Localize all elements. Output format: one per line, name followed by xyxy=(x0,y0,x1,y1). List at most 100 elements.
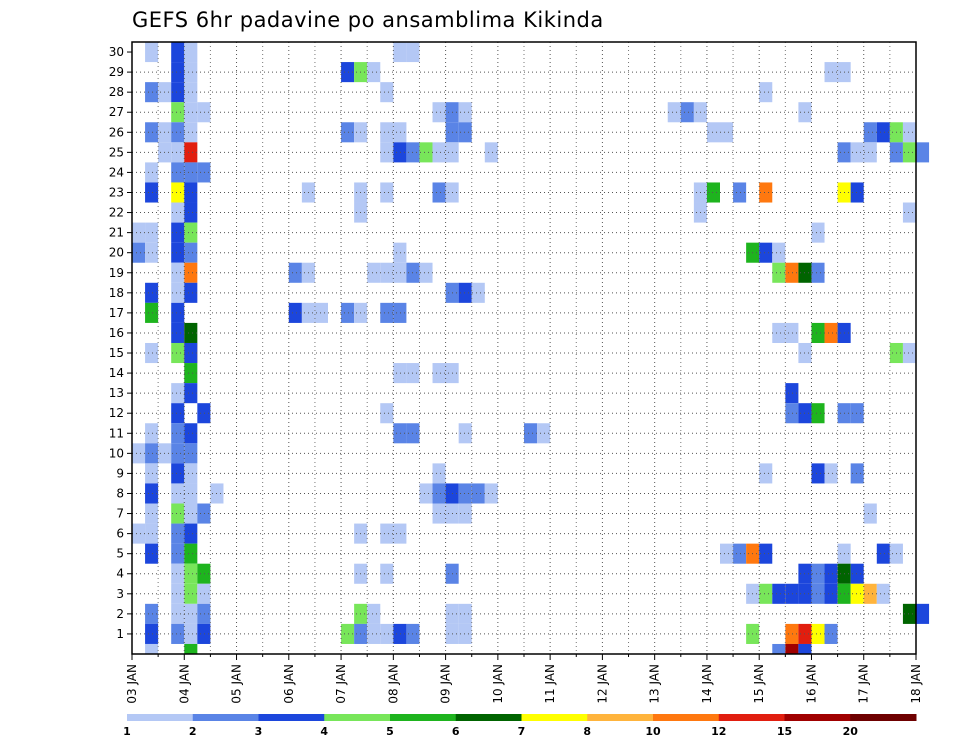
heatmap-cell xyxy=(720,122,734,143)
heatmap-cell xyxy=(824,623,838,644)
color-scale-label: 1 xyxy=(123,725,131,738)
heatmap-cell xyxy=(171,142,185,163)
color-scale-label: 3 xyxy=(255,725,263,738)
heatmap-cell xyxy=(811,322,825,343)
heatmap-cell xyxy=(484,142,498,163)
heatmap-cell xyxy=(393,42,407,63)
heatmap-cell xyxy=(380,623,394,644)
heatmap-cell xyxy=(184,222,198,243)
heatmap-cell xyxy=(132,443,146,464)
heatmap-cell xyxy=(785,322,799,343)
heatmap-cell xyxy=(902,603,916,624)
heatmap-cell xyxy=(863,122,877,143)
heatmap-cell xyxy=(145,222,159,243)
heatmap-cell xyxy=(824,463,838,484)
y-tick-label: 3 xyxy=(116,587,124,601)
chart-title: GEFS 6hr padavine po ansamblima Kikinda xyxy=(132,8,604,32)
heatmap-cell xyxy=(772,322,786,343)
heatmap-cell xyxy=(902,122,916,143)
color-scale-segment xyxy=(324,714,391,721)
heatmap-cell xyxy=(171,42,185,63)
heatmap-cell xyxy=(432,182,446,203)
y-tick-label: 25 xyxy=(109,145,124,159)
heatmap-cell xyxy=(171,122,185,143)
heatmap-cell xyxy=(184,543,198,564)
x-tick-label: 07 JAN xyxy=(334,664,348,704)
heatmap-cell xyxy=(432,483,446,504)
heatmap-cell xyxy=(341,62,355,83)
heatmap-cell xyxy=(419,262,433,283)
heatmap-cell xyxy=(132,523,146,544)
heatmap-cell xyxy=(184,503,198,524)
y-tick-label: 15 xyxy=(109,346,124,360)
heatmap-cell xyxy=(145,623,159,644)
heatmap-cell xyxy=(393,142,407,163)
heatmap-cell xyxy=(759,543,773,564)
color-scale-label: 5 xyxy=(386,725,394,738)
heatmap-cell xyxy=(145,483,159,504)
heatmap-cell xyxy=(184,583,198,604)
heatmap-cell xyxy=(850,583,864,604)
heatmap-cell xyxy=(850,563,864,584)
heatmap-cell xyxy=(824,322,838,343)
heatmap-cell xyxy=(876,122,890,143)
heatmap-cell xyxy=(759,463,773,484)
color-scale-label: 7 xyxy=(518,725,526,738)
x-axis-ticks: 03 JAN 04 JAN 05 JAN 06 JAN 07 JAN 08 JAN 09 J… xyxy=(125,654,923,704)
heatmap-cell xyxy=(419,483,433,504)
heatmap-cell xyxy=(380,523,394,544)
heatmap-cell xyxy=(171,342,185,364)
color-scale-segment xyxy=(192,714,259,721)
y-tick-label: 29 xyxy=(109,65,124,79)
heatmap-cell xyxy=(171,423,185,444)
color-scale-label: 8 xyxy=(583,725,591,738)
y-tick-label: 14 xyxy=(109,366,124,380)
heatmap-cell xyxy=(706,182,720,203)
y-tick-label: 10 xyxy=(109,446,124,460)
heatmap-cell xyxy=(184,363,198,384)
heatmap-cell xyxy=(393,363,407,384)
heatmap-cell xyxy=(367,603,381,624)
heatmap-cell xyxy=(184,42,198,63)
y-tick-label: 24 xyxy=(109,165,124,179)
heatmap-cell xyxy=(197,583,211,604)
heatmap-cell xyxy=(759,82,773,103)
heatmap-cell xyxy=(288,262,302,283)
heatmap-cell xyxy=(785,262,799,283)
color-scale-segment xyxy=(850,714,917,721)
heatmap-cell xyxy=(145,162,159,183)
heatmap-cell xyxy=(524,423,538,444)
color-scale-label: 6 xyxy=(452,725,460,738)
x-tick-label: 16 JAN xyxy=(804,664,818,704)
heatmap-cell xyxy=(367,62,381,83)
heatmap-cell xyxy=(811,222,825,243)
heatmap-cell xyxy=(876,583,890,604)
heatmap-cell xyxy=(863,583,877,604)
color-scale-label: 20 xyxy=(843,725,859,738)
heatmap-cell xyxy=(471,483,485,504)
heatmap-cell xyxy=(393,122,407,143)
heatmap-cell xyxy=(393,302,407,323)
heatmap-cell xyxy=(772,242,786,263)
color-scale-segment xyxy=(455,714,522,721)
heatmap-cell xyxy=(706,122,720,143)
heatmap-cell xyxy=(184,82,198,103)
heatmap-cell xyxy=(458,623,472,644)
heatmap-cell xyxy=(785,623,799,644)
heatmap-cell xyxy=(184,142,198,163)
color-scale-segment xyxy=(718,714,785,721)
heatmap-cell xyxy=(772,643,786,654)
x-tick-label: 03 JAN xyxy=(125,664,139,704)
heatmap-cell xyxy=(184,322,198,343)
heatmap-cell xyxy=(184,563,198,584)
heatmap-cell xyxy=(184,162,198,183)
x-tick-label: 12 JAN xyxy=(595,664,609,704)
heatmap-cell xyxy=(197,162,211,183)
heatmap-cell xyxy=(759,583,773,604)
heatmap-cell xyxy=(380,182,394,203)
y-tick-label: 11 xyxy=(109,426,124,440)
y-tick-label: 16 xyxy=(109,326,124,340)
heatmap-cell xyxy=(171,242,185,263)
heatmap-cell xyxy=(458,423,472,444)
heatmap-cell xyxy=(171,383,185,404)
